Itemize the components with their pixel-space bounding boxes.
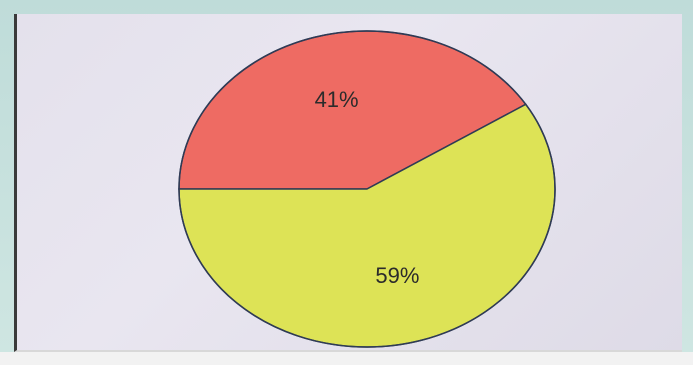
pie-outline	[178, 30, 556, 348]
bottom-strip	[0, 352, 693, 365]
pie-slices	[178, 30, 556, 348]
pie-slice-label-2: 59%	[375, 263, 419, 288]
pie-slice-label-1: 41%	[315, 87, 359, 112]
pie-labels: 41% 59%	[315, 87, 420, 288]
